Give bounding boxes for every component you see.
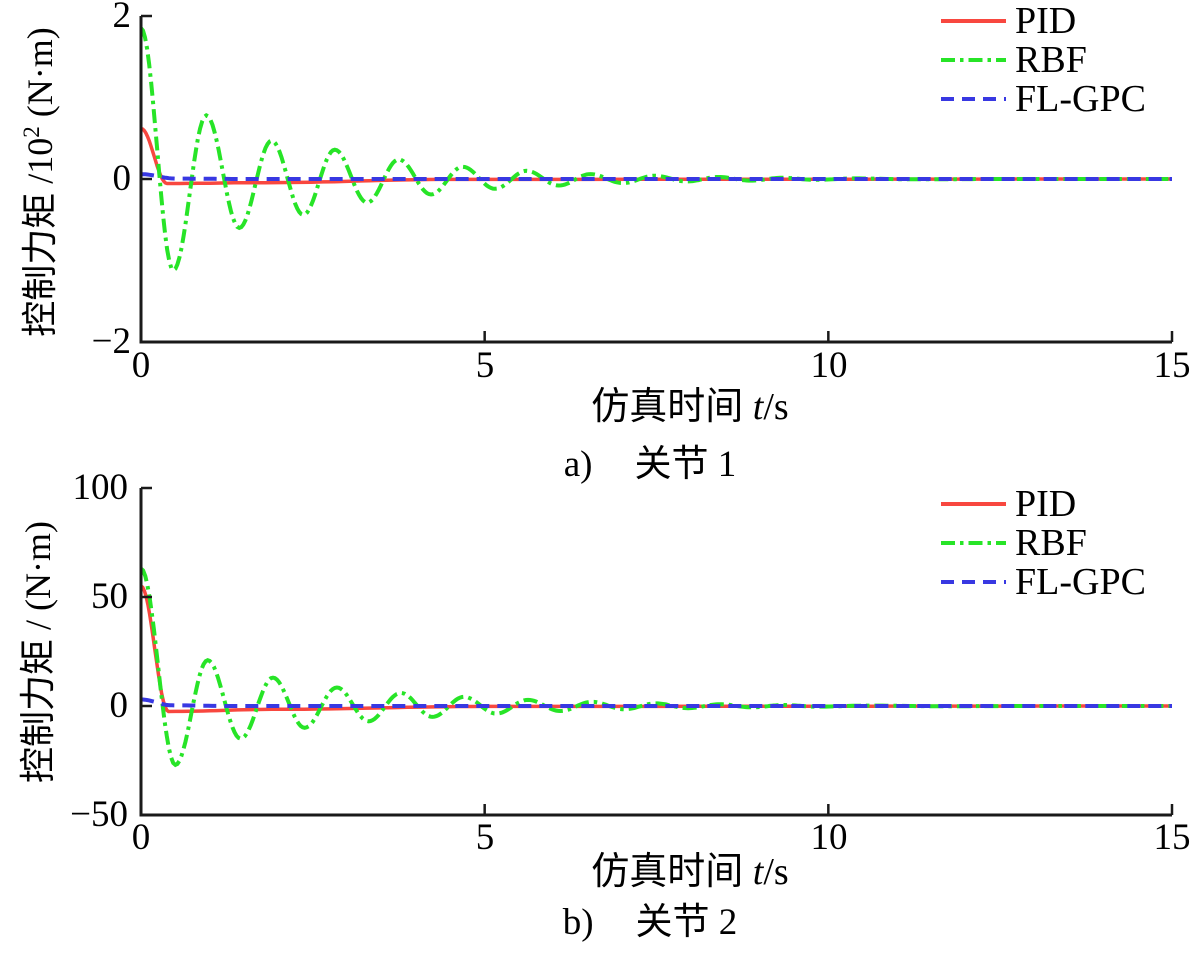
x-axis-label-joint1: 仿真时间 t/s bbox=[591, 386, 789, 428]
legend-line-rbf bbox=[941, 540, 1006, 545]
legend-item-flgpc: FL-GPC bbox=[941, 562, 1146, 601]
y-tick-label: 50 bbox=[91, 576, 128, 617]
y-axis-label-superscript: 2 bbox=[19, 126, 44, 138]
legend-item-rbf: RBF bbox=[941, 40, 1146, 79]
caption-tag: b) bbox=[562, 902, 594, 943]
legend-line-pid bbox=[941, 501, 1006, 506]
x-tick-label: 5 bbox=[475, 817, 495, 858]
x-tick-label: 10 bbox=[810, 817, 848, 858]
y-axis-label-text: 控制力矩 / (N·m) bbox=[18, 521, 58, 783]
x-tick-label: 15 bbox=[1153, 817, 1191, 858]
y-axis-label-units: (N·m) bbox=[20, 27, 60, 127]
curve-fl-gpc-joint1 bbox=[140, 172, 1172, 181]
caption-joint1: a) 关节 1 bbox=[400, 444, 900, 486]
legend-item-pid: PID bbox=[941, 484, 1146, 523]
y-tick-label: 0 bbox=[112, 158, 132, 199]
x-tick-label: 10 bbox=[810, 345, 848, 386]
legend-item-rbf: RBF bbox=[941, 523, 1146, 562]
legend-label: FL-GPC bbox=[1015, 560, 1146, 603]
x-axis-label-joint2: 仿真时间 t/s bbox=[591, 851, 789, 893]
y-axis-label-joint2: 控制力矩 / (N·m) bbox=[8, 502, 58, 802]
x-tick-label: 0 bbox=[131, 345, 151, 386]
legend-label: PID bbox=[1015, 482, 1077, 525]
y-tick-label: 100 bbox=[72, 467, 129, 508]
x-tick-label: 15 bbox=[1153, 345, 1191, 386]
y-tick-label: 0 bbox=[109, 685, 129, 726]
caption-tag: a) bbox=[563, 444, 593, 485]
legend-label: RBF bbox=[1015, 38, 1087, 81]
legend-line-flgpc bbox=[941, 96, 1006, 101]
legend-item-pid: PID bbox=[941, 1, 1146, 40]
x-tick-label: 0 bbox=[131, 817, 151, 858]
y-tick-label: 2 bbox=[112, 0, 132, 36]
legend-joint1: PID RBF FL-GPC bbox=[941, 1, 1146, 118]
caption-label: 关节 1 bbox=[634, 444, 737, 485]
y-tick-label: −50 bbox=[70, 794, 128, 835]
caption-joint2: b) 关节 2 bbox=[400, 902, 900, 944]
caption-label: 关节 2 bbox=[635, 902, 738, 943]
legend-label: RBF bbox=[1015, 521, 1087, 564]
y-axis-label-joint1: 控制力矩 /102 (N·m) bbox=[10, 2, 60, 362]
legend-joint2: PID RBF FL-GPC bbox=[941, 484, 1146, 601]
legend-label: PID bbox=[1015, 0, 1077, 42]
x-tick-label: 5 bbox=[475, 345, 495, 386]
legend-line-flgpc bbox=[941, 579, 1006, 584]
curve-pid-joint1 bbox=[140, 126, 1172, 186]
legend-label: FL-GPC bbox=[1015, 77, 1146, 120]
curve-pid-joint2 bbox=[139, 584, 1172, 714]
y-axis-label-text: 控制力矩 /10 bbox=[20, 137, 60, 337]
legend-item-flgpc: FL-GPC bbox=[941, 79, 1146, 118]
y-tick-label: −2 bbox=[91, 321, 131, 362]
legend-line-rbf bbox=[941, 57, 1006, 62]
legend-line-pid bbox=[941, 18, 1006, 23]
